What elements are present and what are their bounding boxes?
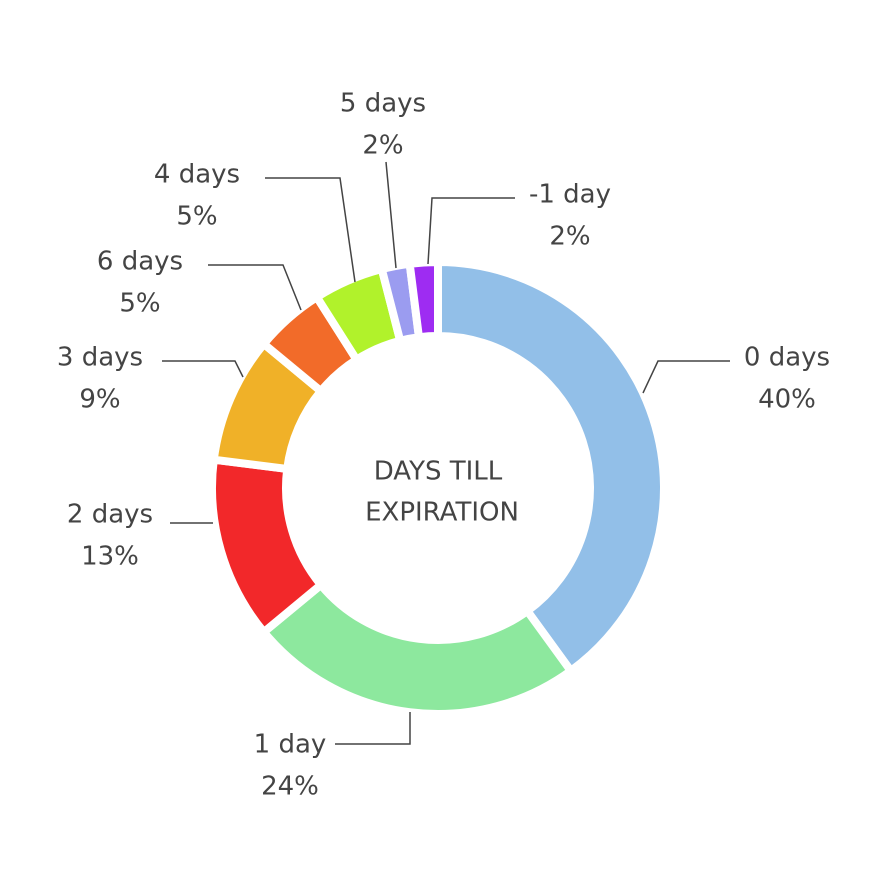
segment-label: 4 days bbox=[154, 160, 240, 190]
segment-label: 0 days bbox=[744, 343, 830, 373]
segment-label: 2 days bbox=[67, 500, 153, 530]
value-label: 9% bbox=[79, 385, 120, 415]
value-label: 2% bbox=[549, 222, 590, 252]
donut-segment bbox=[259, 580, 575, 718]
value-label: 5% bbox=[119, 289, 160, 319]
center-label: DAYS TILL bbox=[374, 457, 503, 487]
value-label: 5% bbox=[176, 202, 217, 232]
leader-line bbox=[385, 161, 397, 269]
donut-segment bbox=[434, 258, 668, 675]
donut-segment bbox=[405, 258, 442, 342]
value-label: 24% bbox=[261, 772, 319, 802]
segment-label: 3 days bbox=[57, 343, 143, 373]
center-label: EXPIRATION bbox=[365, 498, 519, 528]
segment-label: -1 day bbox=[529, 180, 611, 210]
segment-label: 1 day bbox=[254, 730, 327, 760]
leader-line bbox=[265, 177, 356, 283]
leader-line bbox=[208, 264, 302, 311]
leader-line bbox=[427, 197, 515, 265]
value-label: 2% bbox=[362, 131, 403, 161]
value-label: 40% bbox=[758, 385, 816, 415]
segment-label: 5 days bbox=[340, 89, 426, 119]
leader-line bbox=[335, 712, 411, 745]
leader-line bbox=[642, 360, 730, 394]
leader-line bbox=[162, 360, 244, 378]
segment-label: 6 days bbox=[97, 247, 183, 277]
value-label: 13% bbox=[81, 542, 139, 572]
